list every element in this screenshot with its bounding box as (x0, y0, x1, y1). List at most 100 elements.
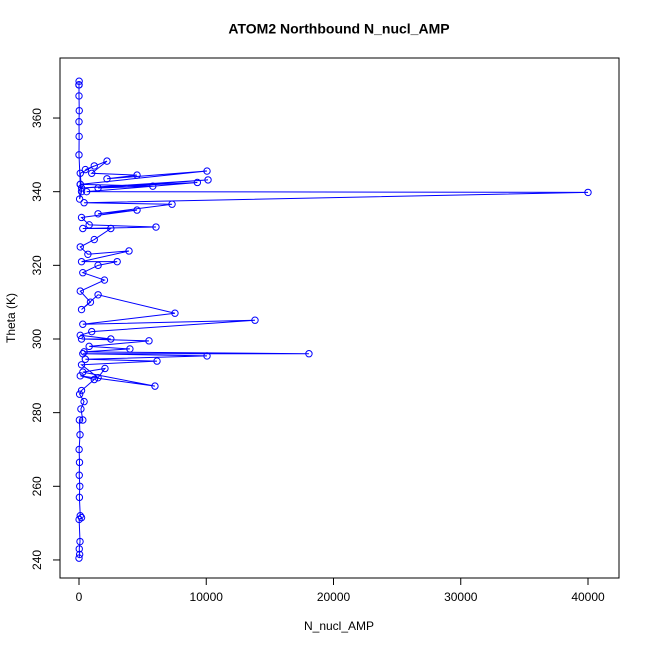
data-point (75, 515, 83, 524)
data-point (193, 178, 202, 187)
data-point (84, 250, 92, 258)
data-point (85, 342, 93, 351)
data-point (75, 458, 84, 467)
y-tick-label: 240 (30, 550, 44, 570)
data-point (77, 213, 86, 222)
data-point (151, 382, 159, 390)
data-point (76, 287, 84, 295)
data-point (79, 368, 87, 376)
data-point (90, 375, 98, 384)
data-point (100, 276, 109, 284)
data-point (125, 247, 133, 255)
data-point (77, 405, 85, 413)
x-tick-label: 30000 (444, 590, 478, 604)
data-point (75, 106, 83, 115)
data-point (76, 512, 84, 520)
data-point (75, 550, 84, 559)
x-tick-label: 20000 (317, 590, 351, 604)
data-point (77, 184, 86, 192)
y-tick-label: 360 (30, 108, 44, 128)
data-point (76, 169, 84, 177)
data-point (77, 513, 86, 522)
x-axis-label: N_nucl_AMP (304, 619, 374, 633)
data-point (76, 537, 84, 546)
y-tick-label: 300 (30, 329, 44, 349)
data-point (79, 350, 87, 358)
data-point (153, 357, 161, 365)
data-point (103, 175, 111, 183)
y-tick-label: 340 (30, 181, 44, 201)
data-point (75, 554, 83, 562)
data-point (94, 210, 102, 218)
data-point (107, 335, 115, 343)
x-tick-label: 10000 (190, 590, 224, 604)
data-point (113, 257, 121, 266)
data-point (75, 471, 83, 479)
data-point (75, 416, 84, 424)
data-point (80, 397, 88, 406)
data-point (76, 372, 84, 380)
data-point (81, 165, 90, 174)
data-point (126, 345, 134, 353)
data-point (77, 386, 86, 395)
data-point (168, 200, 176, 208)
data-point (77, 361, 86, 369)
data-point (171, 309, 179, 317)
chart-title: ATOM2 Northbound N_nucl_AMP (228, 21, 449, 37)
data-point (94, 373, 102, 382)
x-tick-label: 40000 (571, 590, 605, 604)
y-tick-label: 320 (30, 255, 44, 275)
data-point (75, 132, 83, 141)
data-point (75, 390, 84, 398)
data-point (88, 327, 96, 336)
data-point (152, 223, 160, 231)
data-point (75, 118, 83, 126)
data-point (75, 195, 84, 203)
data-point (79, 269, 87, 277)
data-point (77, 305, 86, 314)
data-point (584, 188, 592, 197)
data-point (90, 162, 98, 170)
data-point (77, 335, 86, 343)
data-point (75, 493, 84, 502)
x-tick-label: 0 (76, 590, 83, 604)
data-point (103, 157, 111, 165)
data-point (82, 187, 91, 196)
data-point (77, 257, 86, 266)
data-point (305, 350, 313, 358)
data-line (78, 81, 589, 559)
data-point (76, 482, 84, 491)
data-point (75, 151, 83, 159)
data-point (145, 337, 153, 345)
data-point (75, 81, 83, 89)
data-point (79, 320, 87, 328)
data-point (85, 221, 93, 229)
data-point (101, 364, 109, 373)
data-point (88, 169, 96, 177)
data-point (107, 224, 115, 233)
y-tick-label: 260 (30, 476, 44, 496)
data-point (203, 167, 211, 175)
data-point (94, 184, 102, 192)
data-point (76, 243, 84, 251)
data-point (80, 199, 88, 207)
data-point (94, 291, 102, 299)
data-point (77, 187, 86, 196)
data-point (203, 352, 211, 360)
data-point (133, 206, 141, 214)
plot-box (59, 57, 620, 579)
data-point (204, 176, 212, 184)
data-point (149, 182, 157, 190)
data-point (79, 224, 87, 233)
data-point (75, 92, 83, 100)
data-point (133, 171, 141, 179)
data-point (76, 180, 84, 189)
data-point (86, 298, 95, 306)
y-axis-label: Theta (K) (4, 293, 18, 343)
data-point (251, 316, 259, 324)
data-point (75, 77, 83, 85)
data-point (75, 545, 83, 553)
data-point (80, 348, 88, 356)
